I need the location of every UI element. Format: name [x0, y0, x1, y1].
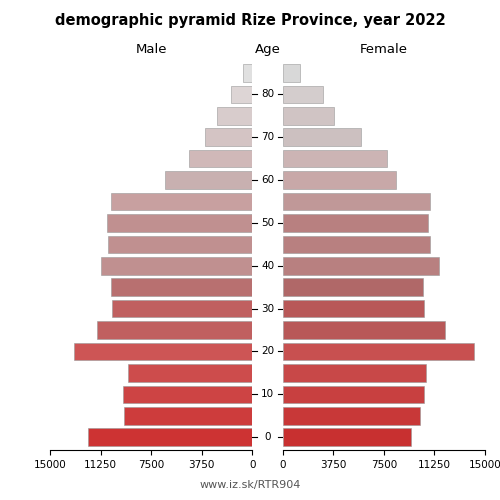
- Bar: [164, 171, 252, 189]
- Title: Male: Male: [136, 43, 167, 56]
- Text: 50: 50: [261, 218, 274, 228]
- Text: 30: 30: [261, 304, 274, 314]
- Bar: [282, 342, 474, 360]
- Bar: [282, 257, 439, 274]
- Bar: [282, 428, 411, 446]
- Bar: [282, 107, 334, 124]
- Text: 10: 10: [261, 390, 274, 400]
- Bar: [205, 128, 252, 146]
- Title: Age: Age: [254, 43, 280, 56]
- Bar: [282, 171, 396, 189]
- Bar: [282, 386, 424, 403]
- Bar: [282, 321, 444, 339]
- Text: 0: 0: [264, 432, 271, 442]
- Bar: [282, 86, 323, 103]
- Bar: [106, 214, 253, 232]
- Bar: [282, 214, 428, 232]
- Text: 40: 40: [261, 260, 274, 270]
- Text: 20: 20: [261, 346, 274, 356]
- Text: 70: 70: [261, 132, 274, 142]
- Bar: [282, 278, 423, 296]
- Bar: [218, 107, 252, 124]
- Bar: [112, 300, 252, 318]
- Bar: [282, 407, 420, 424]
- Bar: [124, 407, 252, 424]
- Title: Female: Female: [360, 43, 408, 56]
- Bar: [88, 428, 252, 446]
- Bar: [230, 86, 252, 103]
- Bar: [110, 192, 253, 210]
- Bar: [102, 257, 252, 274]
- Text: 60: 60: [261, 175, 274, 185]
- Bar: [282, 128, 361, 146]
- Text: 80: 80: [261, 90, 274, 100]
- Bar: [74, 342, 252, 360]
- Bar: [243, 64, 252, 82]
- Bar: [282, 300, 424, 318]
- Text: www.iz.sk/RTR904: www.iz.sk/RTR904: [200, 480, 300, 490]
- Bar: [282, 236, 430, 253]
- Bar: [110, 278, 253, 296]
- Bar: [128, 364, 252, 382]
- Bar: [282, 192, 430, 210]
- Bar: [97, 321, 252, 339]
- Bar: [282, 364, 426, 382]
- Text: demographic pyramid Rize Province, year 2022: demographic pyramid Rize Province, year …: [54, 12, 446, 28]
- Bar: [123, 386, 252, 403]
- Bar: [282, 64, 300, 82]
- Bar: [282, 150, 387, 168]
- Bar: [189, 150, 252, 168]
- Bar: [108, 236, 253, 253]
